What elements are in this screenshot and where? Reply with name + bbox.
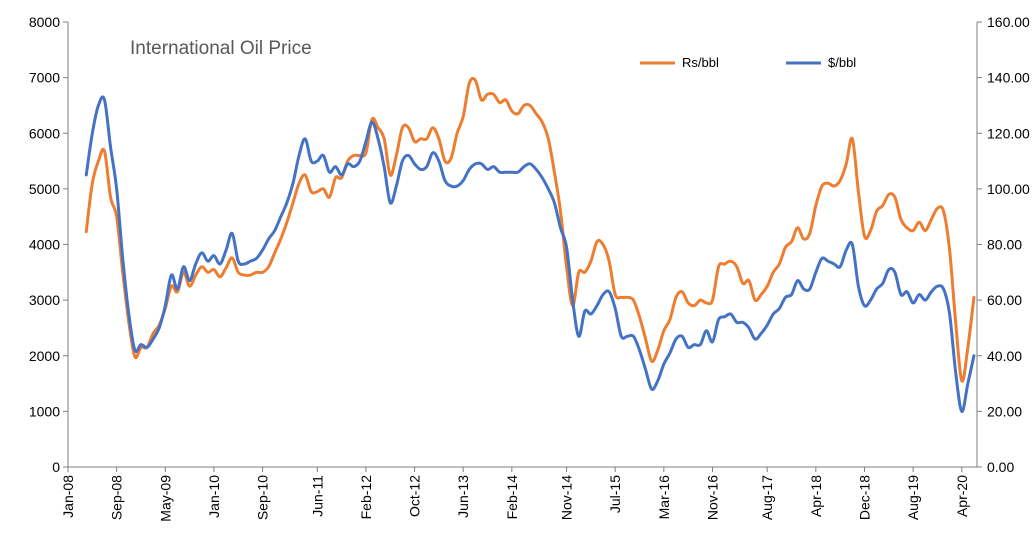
right-tick-label: 60.00 <box>987 292 1022 308</box>
x-tick-label: Jul-15 <box>607 475 623 513</box>
series-line-rs-per-bbl <box>84 76 976 383</box>
right-tick-label: 120.00 <box>987 125 1030 141</box>
x-tick-label: Jan-10 <box>206 475 222 518</box>
right-axis-ticks: 0.00 20.00 40.00 60.00 80.00 100.00 120.00 140.… <box>977 14 1030 475</box>
left-tick-label: 4000 <box>29 237 60 253</box>
x-tick-label: Feb-12 <box>358 475 374 520</box>
x-tick-label: Apr-18 <box>808 475 824 517</box>
x-tick-label: Apr-20 <box>954 475 970 517</box>
right-tick-label: 0.00 <box>987 459 1014 475</box>
x-tick-label: Jun-13 <box>455 475 471 518</box>
left-tick-label: 1000 <box>29 403 60 419</box>
right-tick-label: 140.00 <box>987 70 1030 86</box>
right-tick-label: 80.00 <box>987 237 1022 253</box>
chart-title: International Oil Price <box>130 38 312 59</box>
left-tick-label: 6000 <box>29 125 60 141</box>
x-tick-label: Mar-16 <box>656 475 672 520</box>
left-tick-label: 7000 <box>29 70 60 86</box>
x-tick-label: Aug-17 <box>759 475 775 520</box>
x-axis-ticks: Jan-08 Sep-08 May-09 Jan-10 Sep-10 Jun-11 Feb-… <box>60 467 970 522</box>
series-lines <box>84 76 976 413</box>
legend-label-usd: $/bbl <box>828 55 856 70</box>
x-tick-label: Oct-12 <box>407 475 423 517</box>
left-tick-label: 2000 <box>29 348 60 364</box>
x-tick-label: Sep-10 <box>255 475 271 520</box>
legend-label-rs: Rs/bbl <box>682 55 719 70</box>
x-tick-label: Sep-08 <box>109 475 125 520</box>
right-tick-label: 160.00 <box>987 14 1030 30</box>
x-tick-label: Jun-11 <box>309 475 325 517</box>
x-tick-label: Feb-14 <box>504 475 520 520</box>
x-tick-label: Aug-19 <box>905 475 921 520</box>
left-tick-label: 0 <box>52 459 60 475</box>
x-tick-label: Nov-14 <box>559 475 575 520</box>
series-line-usd-per-bbl <box>84 95 976 413</box>
right-tick-label: 100.00 <box>987 181 1030 197</box>
x-tick-label: May-09 <box>157 475 173 522</box>
x-tick-label: Jan-08 <box>60 475 76 518</box>
left-tick-label: 8000 <box>29 14 60 30</box>
legend: Rs/bbl $/bbl <box>640 55 856 70</box>
right-tick-label: 20.00 <box>987 403 1022 419</box>
x-tick-label: Nov-16 <box>704 475 720 520</box>
left-tick-label: 5000 <box>29 181 60 197</box>
left-tick-label: 3000 <box>29 292 60 308</box>
right-tick-label: 40.00 <box>987 348 1022 364</box>
x-tick-label: Dec-18 <box>856 475 872 520</box>
left-axis-ticks: 0 1000 2000 3000 4000 5000 6000 7000 8000 <box>29 14 68 475</box>
